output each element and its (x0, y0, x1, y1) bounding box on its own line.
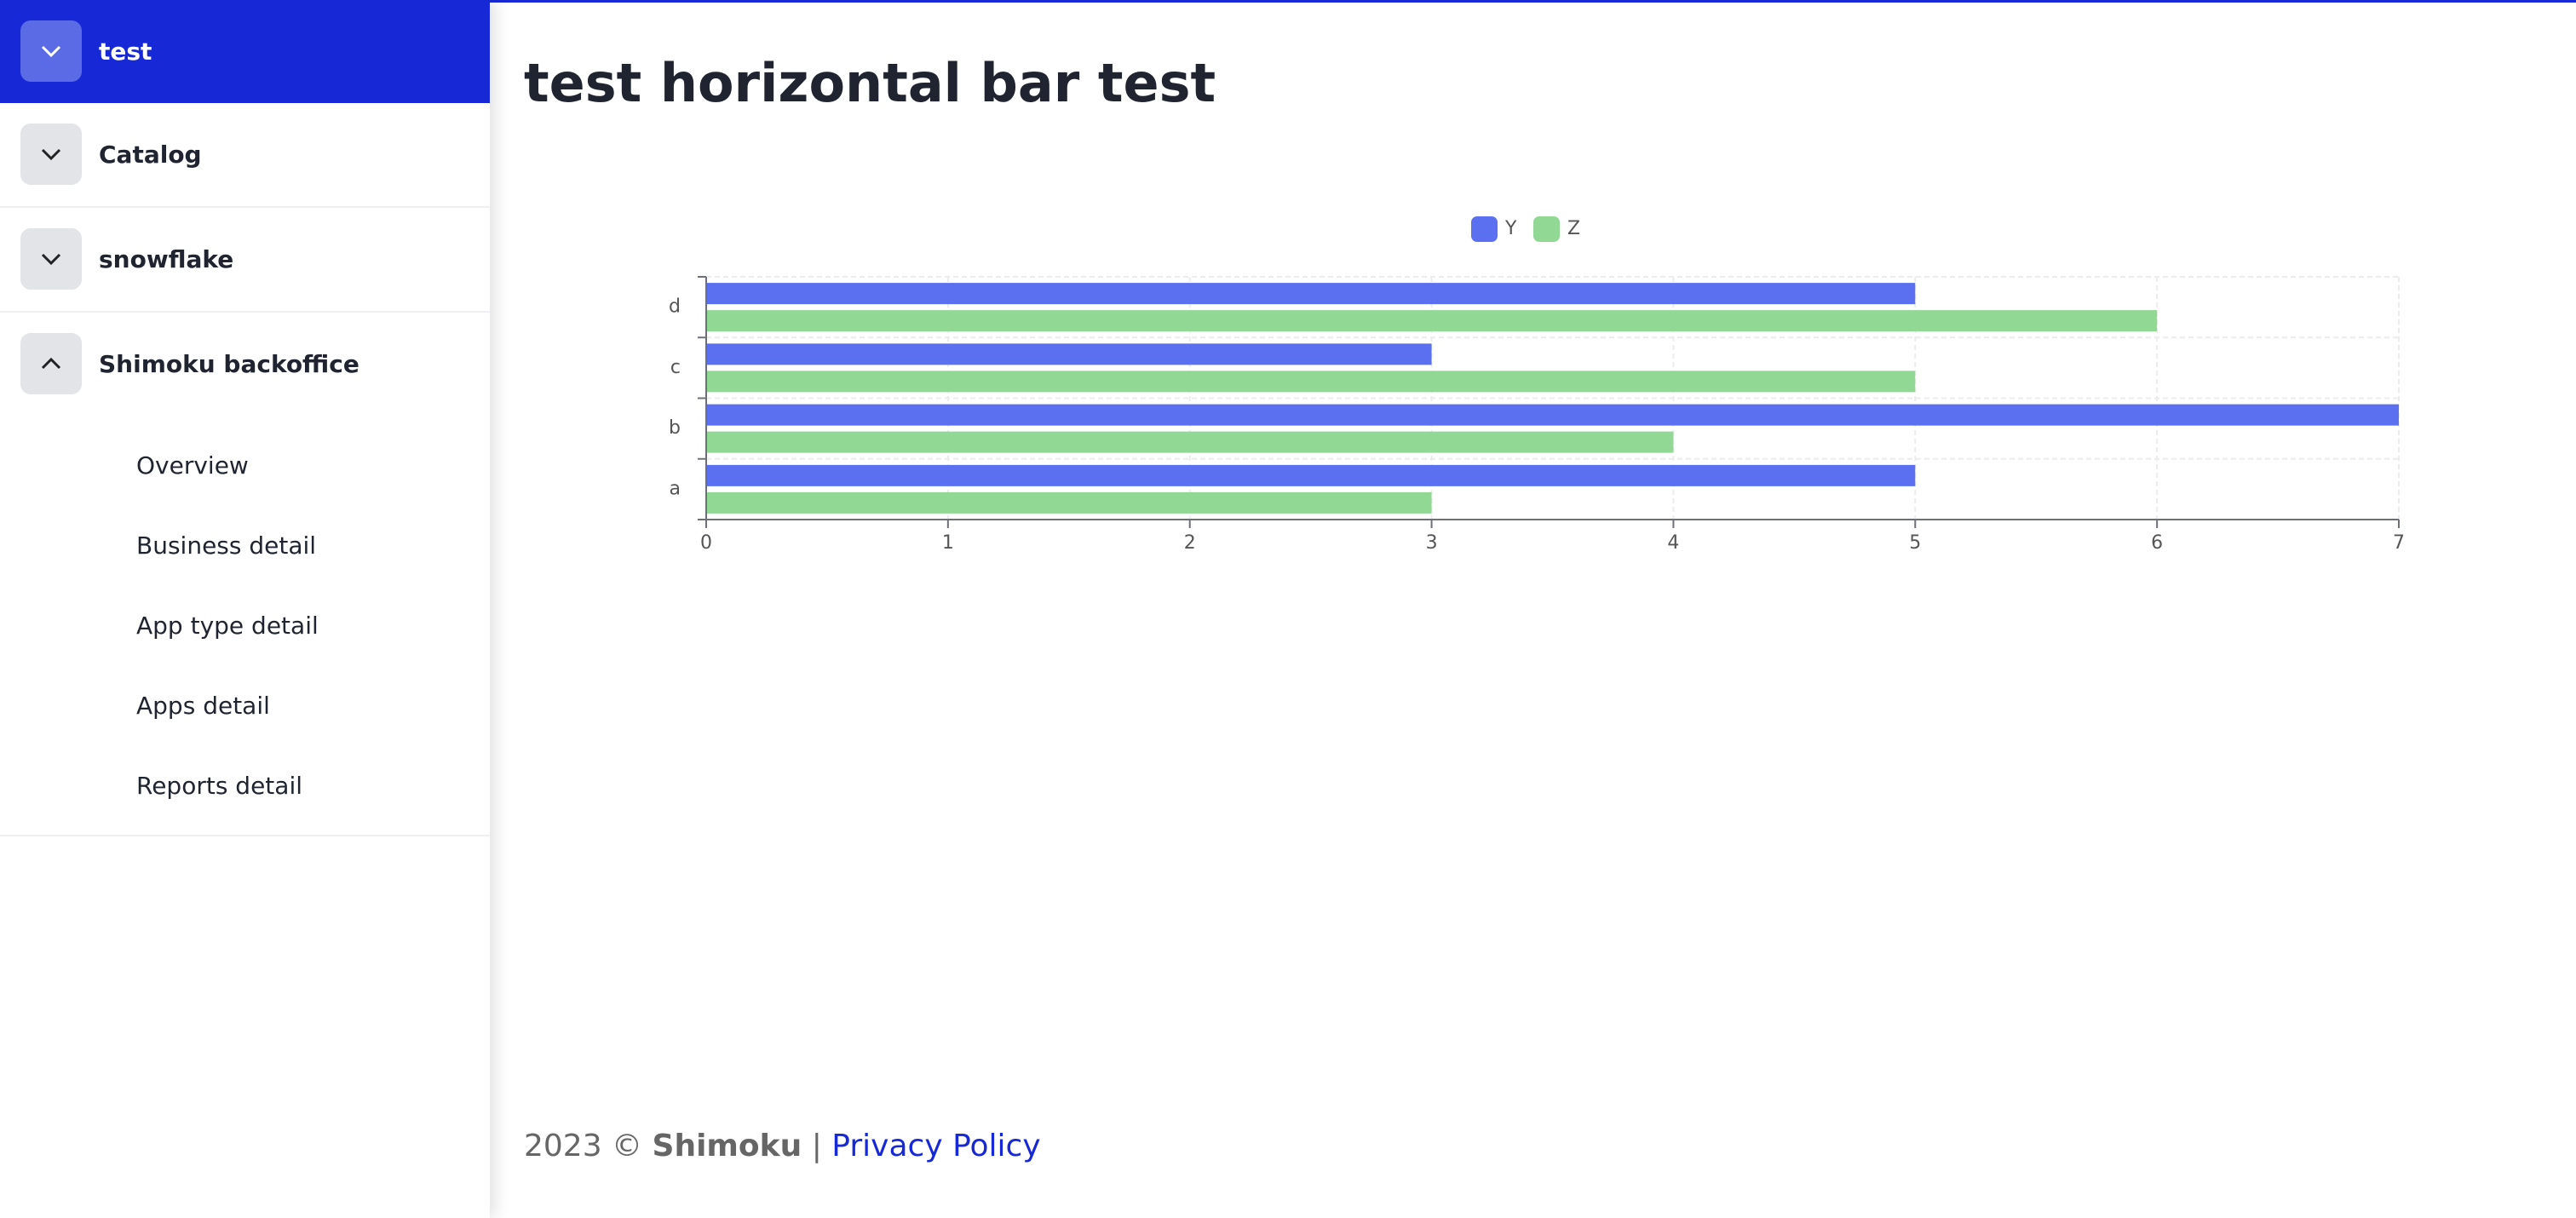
nav-item[interactable]: Business detail (136, 531, 317, 560)
y-tick-label: a (670, 478, 681, 499)
page-title: test horizontal bar test (524, 52, 1216, 114)
footer-brand: Shimoku (652, 1129, 802, 1163)
toggle-icon[interactable] (20, 333, 82, 394)
legend-label: Y (1504, 218, 1517, 239)
bar (706, 491, 1432, 514)
nav-item[interactable]: Reports detail (136, 772, 303, 800)
nav-item[interactable]: App type detail (136, 612, 319, 640)
section-label[interactable]: Catalog (99, 141, 202, 169)
x-tick-label: 7 (2393, 532, 2405, 554)
bar (706, 404, 2399, 426)
bar (706, 464, 1916, 486)
footer-separator: | (811, 1129, 822, 1163)
y-tick-label: b (669, 417, 681, 439)
legend-label: Z (1567, 218, 1580, 239)
bar (706, 310, 2158, 332)
nav-item[interactable]: Apps detail (136, 692, 270, 720)
nav-section[interactable]: Catalog (0, 103, 490, 208)
footer-year: 2023 © (524, 1129, 643, 1163)
nav-section[interactable]: snowflake (0, 208, 490, 313)
bar (706, 283, 1916, 305)
bar (706, 343, 1432, 365)
bar (706, 431, 1674, 453)
x-tick-label: 2 (1184, 532, 1196, 554)
toggle-icon[interactable] (20, 228, 82, 290)
toggle-icon[interactable] (20, 124, 82, 185)
y-tick-label: c (670, 357, 681, 378)
x-tick-label: 1 (942, 532, 954, 554)
x-tick-label: 5 (1909, 532, 1921, 554)
footer: 2023 © Shimoku | Privacy Policy (524, 1129, 1041, 1163)
nav-item[interactable]: Overview (136, 451, 249, 480)
sidebar: test Catalog snowflake Shimoku backoffic… (0, 0, 490, 1218)
bar (706, 371, 1916, 393)
legend-swatch (1533, 216, 1560, 242)
section-label[interactable]: test (99, 37, 152, 66)
toggle-icon[interactable] (20, 20, 82, 82)
nav-section[interactable]: test (0, 0, 490, 103)
sub-menu: Overview Business detail App type detail Ap… (0, 416, 490, 836)
y-tick-label: d (669, 296, 681, 318)
privacy-link[interactable]: Privacy Policy (831, 1129, 1041, 1163)
section-label[interactable]: Shimoku backoffice (99, 350, 359, 378)
chart: 0 1 2 3 4 5 6 7 a b c d Y Z (669, 216, 2405, 554)
nav-section[interactable]: Shimoku backoffice (0, 313, 490, 416)
x-tick-label: 0 (700, 532, 712, 554)
x-tick-label: 6 (2151, 532, 2163, 554)
legend-swatch (1471, 216, 1498, 242)
x-tick-label: 3 (1426, 532, 1438, 554)
section-label[interactable]: snowflake (99, 245, 234, 273)
x-tick-label: 4 (1667, 532, 1679, 554)
